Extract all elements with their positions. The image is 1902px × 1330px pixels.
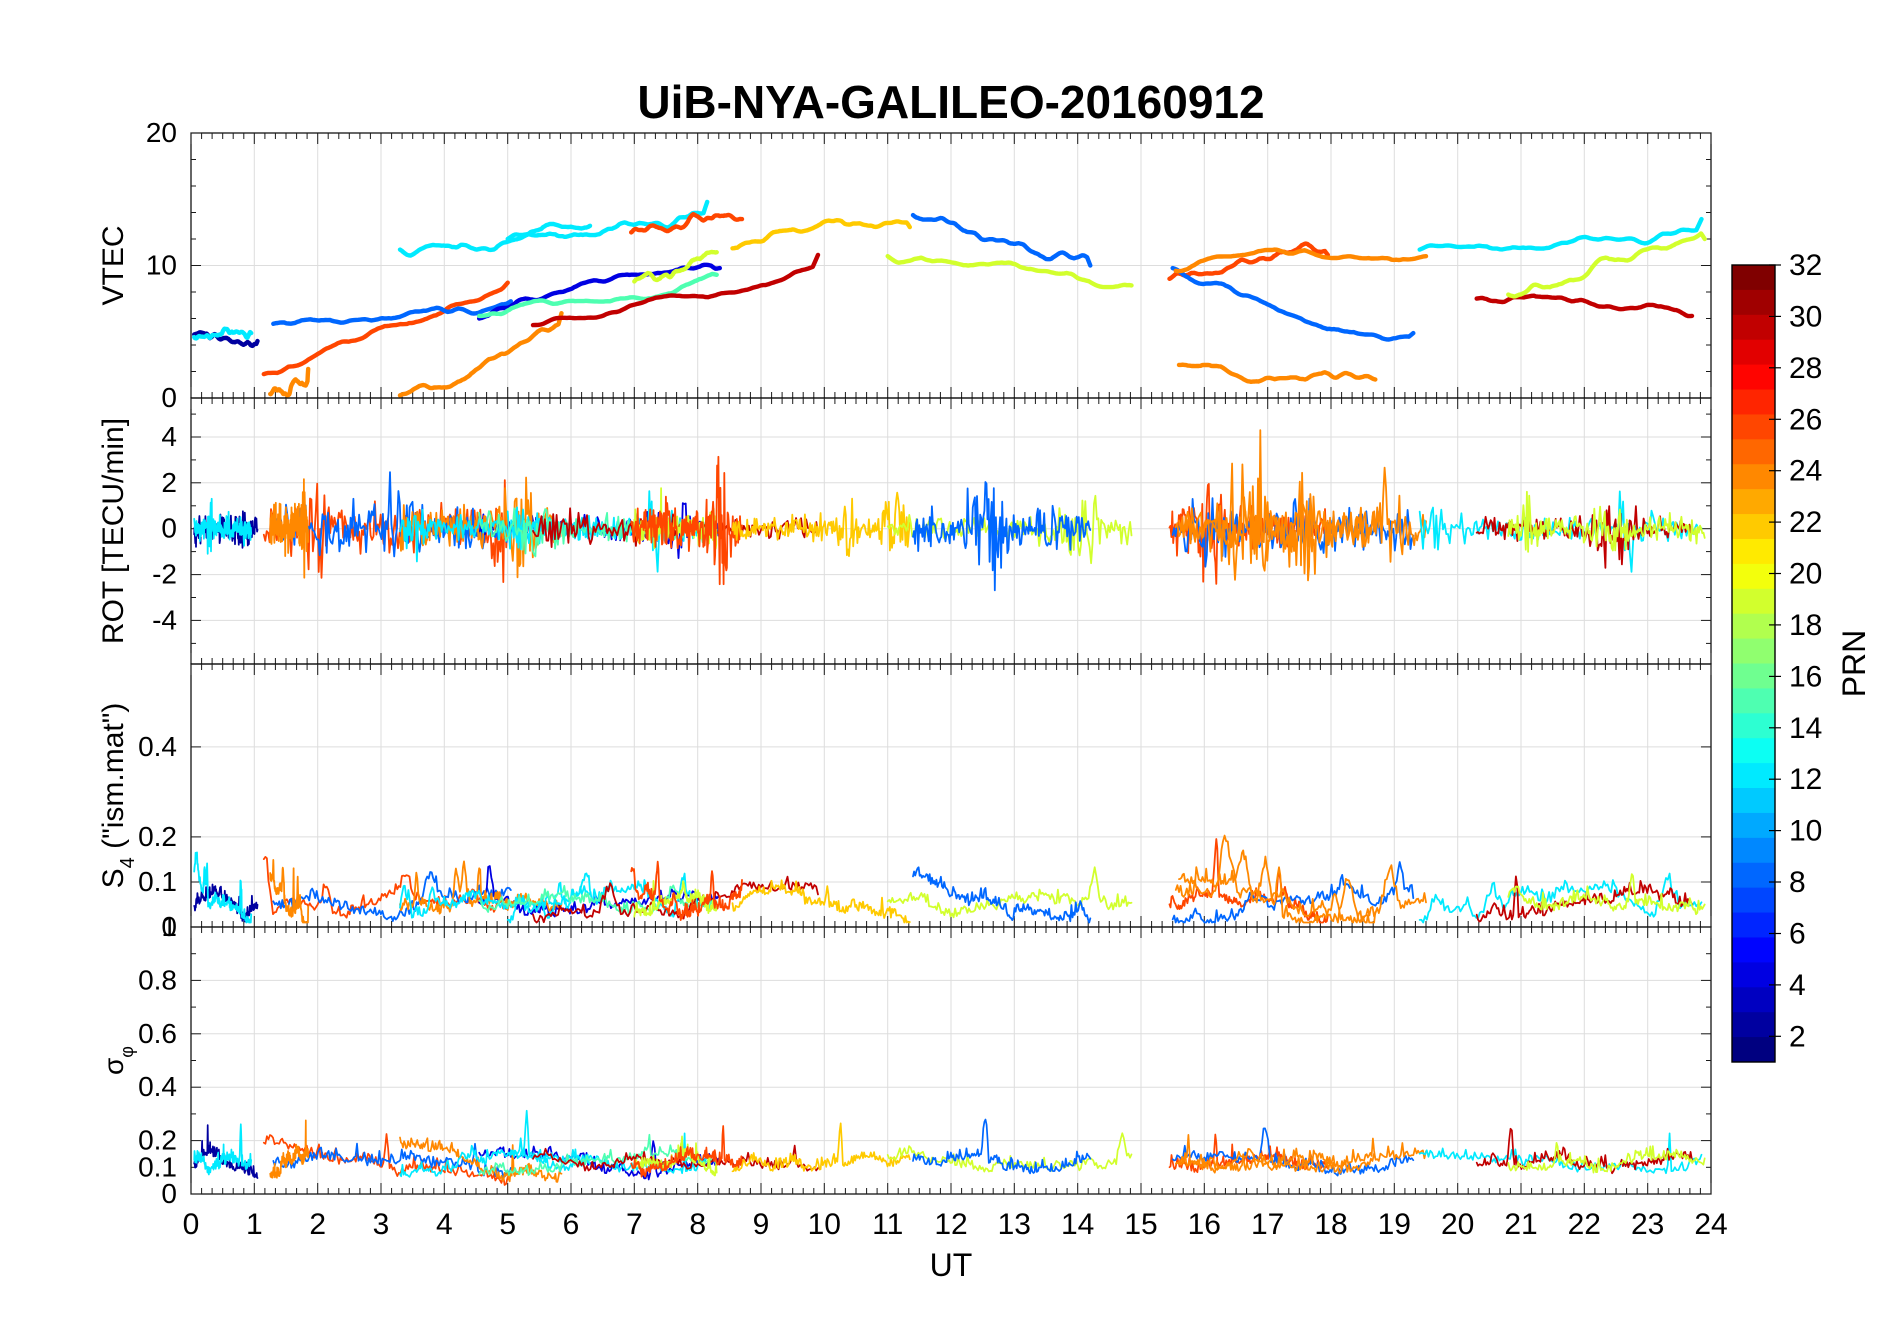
svg-text:23: 23 [1631,1208,1664,1241]
svg-text:0.2: 0.2 [138,821,177,852]
svg-text:-4: -4 [152,604,177,635]
svg-text:24: 24 [1694,1208,1727,1241]
svg-text:4: 4 [1789,969,1806,1002]
svg-text:5: 5 [499,1208,516,1241]
svg-text:-2: -2 [152,559,177,590]
svg-text:9: 9 [753,1208,770,1241]
svg-text:18: 18 [1789,609,1822,642]
svg-text:10: 10 [808,1208,841,1241]
svg-text:21: 21 [1504,1208,1537,1241]
svg-text:0.6: 0.6 [138,1018,177,1049]
svg-text:10: 10 [146,250,177,281]
svg-text:12: 12 [1789,763,1822,796]
svg-text:0: 0 [161,382,177,413]
svg-text:0: 0 [161,513,177,544]
svg-text:UT: UT [930,1247,973,1283]
svg-text:16: 16 [1188,1208,1221,1241]
svg-text:6: 6 [563,1208,580,1241]
svg-text:19: 19 [1378,1208,1411,1241]
svg-text:0.1: 0.1 [138,866,177,897]
svg-text:22: 22 [1789,506,1822,539]
svg-text:26: 26 [1789,403,1822,436]
svg-text:15: 15 [1124,1208,1157,1241]
svg-text:8: 8 [689,1208,706,1241]
svg-text:6: 6 [1789,918,1806,951]
svg-text:3: 3 [373,1208,390,1241]
svg-text:0.4: 0.4 [138,1071,177,1102]
svg-text:16: 16 [1789,660,1822,693]
svg-text:10: 10 [1789,815,1822,848]
svg-text:ROT [TECU/min]: ROT [TECU/min] [97,418,130,644]
svg-text:2: 2 [161,467,177,498]
svg-text:17: 17 [1251,1208,1284,1241]
svg-text:20: 20 [1789,558,1822,591]
svg-text:18: 18 [1314,1208,1347,1241]
svg-text:2: 2 [309,1208,326,1241]
svg-text:32: 32 [1789,249,1822,282]
svg-text:1: 1 [161,911,177,942]
svg-text:13: 13 [998,1208,1031,1241]
svg-text:8: 8 [1789,866,1806,899]
svg-text:28: 28 [1789,352,1822,385]
svg-text:2: 2 [1789,1020,1806,1053]
svg-text:30: 30 [1789,300,1822,333]
svg-text:4: 4 [436,1208,453,1241]
svg-text:22: 22 [1568,1208,1601,1241]
svg-text:PRN: PRN [1836,630,1872,698]
svg-text:20: 20 [1441,1208,1474,1241]
svg-text:0.8: 0.8 [138,964,177,995]
svg-text:7: 7 [626,1208,643,1241]
svg-text:0: 0 [161,1178,177,1209]
svg-text:1: 1 [246,1208,263,1241]
svg-text:UiB-NYA-GALILEO-20160912: UiB-NYA-GALILEO-20160912 [637,76,1264,128]
svg-text:0.4: 0.4 [138,731,177,762]
svg-text:0: 0 [183,1208,200,1241]
svg-text:11: 11 [872,1208,903,1241]
svg-text:12: 12 [934,1208,967,1241]
svg-text:4: 4 [161,421,177,452]
svg-text:VTEC: VTEC [97,225,130,305]
svg-text:14: 14 [1789,712,1822,745]
svg-text:14: 14 [1061,1208,1094,1241]
svg-text:0.1: 0.1 [138,1151,177,1182]
svg-text:24: 24 [1789,455,1822,488]
svg-text:20: 20 [146,117,177,148]
